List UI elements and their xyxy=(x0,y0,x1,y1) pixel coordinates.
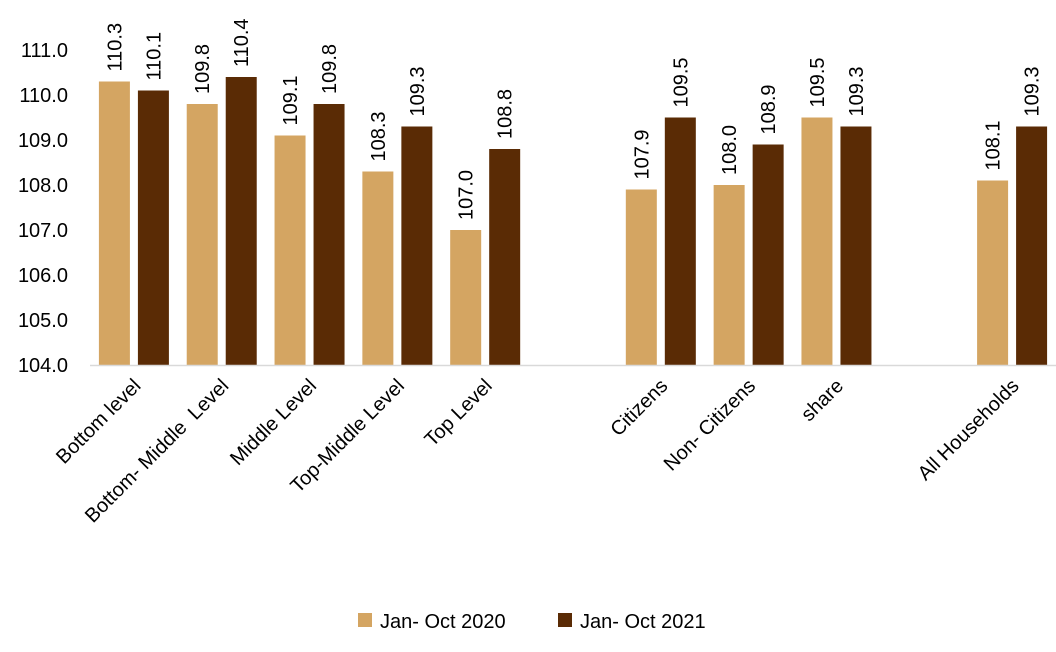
data-label: 108.3 xyxy=(368,111,390,161)
bar xyxy=(801,117,833,365)
bar xyxy=(1016,126,1048,365)
bar xyxy=(713,185,745,365)
data-label: 108.0 xyxy=(719,125,741,175)
bar xyxy=(186,104,218,365)
bar xyxy=(977,180,1009,365)
y-tick-label: 111.0 xyxy=(21,40,68,62)
y-tick-label: 109.0 xyxy=(18,130,68,152)
data-label: 109.5 xyxy=(807,57,829,107)
bar xyxy=(840,126,872,365)
bar xyxy=(225,77,257,365)
y-tick-label: 108.0 xyxy=(18,175,68,197)
legend-swatch xyxy=(358,613,372,627)
x-category-label: Citizens xyxy=(606,375,672,441)
x-category-label: Top Level xyxy=(421,375,497,451)
data-label: 110.1 xyxy=(143,32,165,81)
legend: Jan- Oct 2020 Jan- Oct 2021 xyxy=(358,611,706,633)
y-axis: 104.0 105.0 106.0 107.0 108.0 109.0 110.0 111.0 xyxy=(18,40,68,377)
bar xyxy=(137,90,169,365)
x-category-label: All Households xyxy=(914,375,1024,485)
legend-label: Jan- Oct 2021 xyxy=(580,611,706,633)
data-label: 110.3 xyxy=(104,23,126,72)
legend-label: Jan- Oct 2020 xyxy=(380,611,506,633)
y-tick-label: 104.0 xyxy=(18,355,68,377)
y-tick-label: 110.0 xyxy=(19,85,68,107)
y-tick-label: 106.0 xyxy=(18,265,68,287)
bar xyxy=(274,135,306,365)
data-label: 109.8 xyxy=(319,44,341,94)
data-label: 108.8 xyxy=(495,89,517,139)
bar xyxy=(664,117,696,365)
bar xyxy=(313,104,345,365)
bar xyxy=(362,171,394,365)
data-label: 109.3 xyxy=(1022,66,1044,116)
x-category-label: Middle Level xyxy=(226,375,321,470)
data-label: 109.1 xyxy=(280,75,302,125)
data-label: 109.3 xyxy=(407,66,429,116)
x-category-label: share xyxy=(797,375,848,426)
bar xyxy=(489,149,521,365)
data-label: 110.4 xyxy=(231,18,253,67)
data-label: 107.9 xyxy=(631,129,653,179)
x-category-label: Bottom- Middle Level xyxy=(81,375,233,527)
bar xyxy=(450,230,482,365)
legend-swatch xyxy=(558,613,572,627)
data-label: 109.5 xyxy=(670,57,692,107)
data-labels: 110.3 109.8 109.1 108.3 107.0 107.9 108.0 109.5… xyxy=(104,18,1043,220)
x-category-label: Non- Citizens xyxy=(660,375,760,475)
y-tick-label: 107.0 xyxy=(18,220,68,242)
y-tick-label: 105.0 xyxy=(18,310,68,332)
x-category-label: Bottom level xyxy=(52,375,145,468)
data-label: 109.8 xyxy=(192,44,214,94)
bars xyxy=(98,77,1048,365)
data-label: 108.1 xyxy=(983,120,1005,170)
data-label: 107.0 xyxy=(456,170,478,220)
bar xyxy=(401,126,433,365)
data-label: 109.3 xyxy=(846,66,868,116)
bar xyxy=(752,144,784,365)
bar xyxy=(625,189,657,365)
bar xyxy=(98,81,130,365)
data-label: 108.9 xyxy=(758,84,780,134)
